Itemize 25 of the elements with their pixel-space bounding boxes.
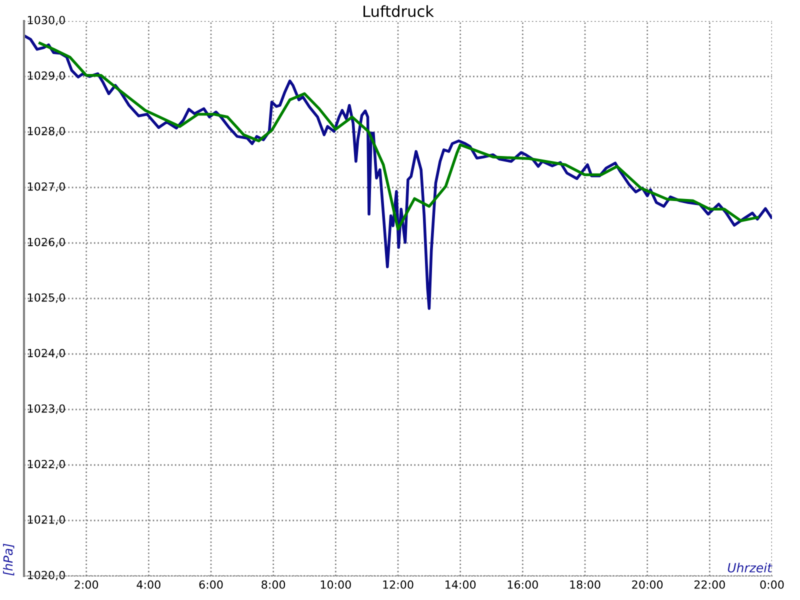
y-tick-label: 1023,0	[28, 404, 65, 414]
y-tick-label: 1024,0	[28, 348, 65, 358]
x-tick-label: 10:00	[320, 580, 351, 589]
x-tick-label: 4:00	[136, 580, 160, 589]
y-tick-label: 1025,0	[28, 293, 65, 303]
x-tick-label: 14:00	[446, 580, 476, 589]
x-tick-label: 18:00	[570, 580, 600, 589]
x-tick-label: 20:00	[632, 580, 663, 589]
x-tick-label: 22:00	[694, 580, 725, 589]
chart-title: Luftdruck	[364, 5, 434, 18]
y-tick-label: 1026,0	[28, 238, 65, 248]
x-tick-label: 12:00	[383, 580, 414, 589]
x-tick-label: 8:00	[262, 580, 286, 589]
y-tick-label: 1029,0	[28, 71, 65, 81]
y-tick-label: 1027,0	[28, 182, 65, 192]
y-axis-title: [hPa]	[3, 544, 14, 576]
y-tick-label: 1022,0	[28, 460, 65, 470]
x-tick-label: 16:00	[508, 580, 538, 589]
y-tick-label: 1021,0	[28, 515, 65, 525]
y-tick-label: 1028,0	[28, 126, 65, 136]
y-tick-label: 1030,0	[28, 16, 65, 26]
x-axis-title: Uhrzeit	[728, 562, 772, 572]
x-tick-label: 6:00	[199, 580, 223, 589]
x-tick-label: 0:00	[760, 580, 784, 589]
x-tick-label: 2:00	[74, 580, 98, 589]
